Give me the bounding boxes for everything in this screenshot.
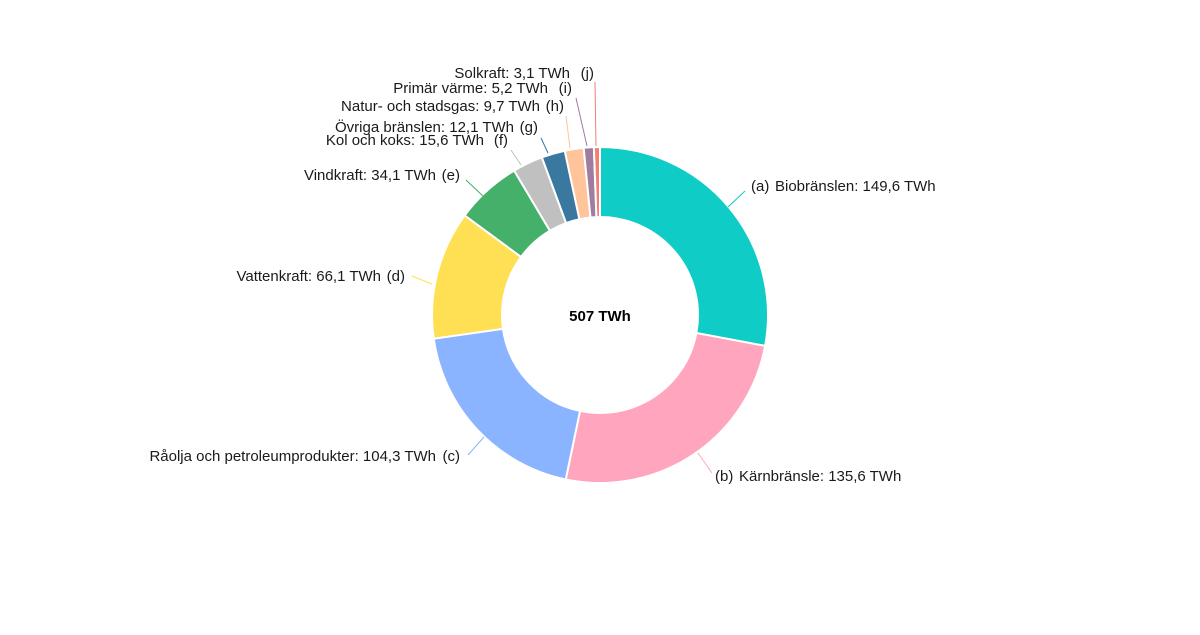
- slice-marker: (j): [581, 65, 594, 82]
- leader-line: [565, 115, 571, 149]
- slice-label: Vattenkraft: 66,1 TWh: [236, 268, 381, 285]
- leader-line: [727, 190, 746, 208]
- slice-label-group: Vindkraft: 34,1 TWh (e): [304, 167, 460, 184]
- slice-label-group: Solkraft: 3,1 TWh (j): [454, 65, 594, 82]
- slice-label: Råolja och petroleumprodukter: 104,3 TWh: [149, 448, 436, 465]
- slice-biobränslen[interactable]: [599, 145, 769, 348]
- slice-label-group: Primär värme: 5,2 TWh (i): [393, 80, 572, 97]
- slice-label: Primär värme: 5,2 TWh: [393, 80, 548, 97]
- center-total-label: 507 TWh: [569, 308, 631, 325]
- leader-line: [697, 452, 713, 474]
- leader-line: [510, 149, 522, 166]
- slices-layer: [431, 145, 769, 484]
- slice-solkraft[interactable]: [592, 145, 601, 219]
- slice-label-group: Natur- och stadsgas: 9,7 TWh (h): [341, 98, 564, 115]
- slice-marker: (c): [443, 448, 461, 465]
- slice-label-group: Vattenkraft: 66,1 TWh (d): [236, 268, 405, 285]
- slice-kärnbränsle[interactable]: [564, 331, 767, 484]
- slice-marker: (e): [442, 167, 460, 184]
- slice-label: Övriga bränslen: 12,1 TWh: [335, 118, 514, 136]
- slice-label-group: Övriga bränslen: 12,1 TWh (g): [335, 118, 538, 136]
- leader-line: [467, 436, 485, 456]
- slice-label: Vindkraft: 34,1 TWh: [304, 167, 436, 184]
- slice-label-group: Kärnbränsle: 135,6 TWh (b): [715, 468, 901, 485]
- slice-label: Solkraft: 3,1 TWh: [454, 65, 570, 82]
- slice-label: Kol och koks: 15,6 TWh: [326, 132, 484, 149]
- slice-label-group: Råolja och petroleumprodukter: 104,3 TWh…: [149, 448, 460, 465]
- leader-line: [594, 81, 597, 147]
- slice-label: Biobränslen: 149,6 TWh: [775, 178, 936, 195]
- leader-line: [575, 97, 588, 147]
- slice-marker: (f): [494, 132, 508, 149]
- slice-marker: (i): [559, 80, 572, 97]
- slice-marker: (d): [387, 268, 405, 285]
- slice-marker: (h): [546, 98, 564, 115]
- leader-line: [465, 179, 484, 197]
- slice-marker: (b): [715, 468, 733, 485]
- leader-line: [411, 275, 433, 285]
- slice-label: Kärnbränsle: 135,6 TWh: [739, 468, 901, 485]
- leader-lines-layer: [411, 81, 746, 474]
- slice-label-group: Kol och koks: 15,6 TWh (f): [326, 132, 508, 149]
- labels-layer: Biobränslen: 149,6 TWh (a) Kärnbränsle: 13…: [149, 65, 935, 485]
- slice-råolja-och-petroleumprodukter[interactable]: [432, 327, 582, 481]
- leader-line: [540, 137, 549, 154]
- slice-marker: (a): [751, 178, 769, 195]
- slice-label: Natur- och stadsgas: 9,7 TWh: [341, 98, 540, 115]
- slice-marker: (g): [520, 119, 538, 136]
- slice-label-group: Biobränslen: 149,6 TWh (a): [751, 178, 936, 195]
